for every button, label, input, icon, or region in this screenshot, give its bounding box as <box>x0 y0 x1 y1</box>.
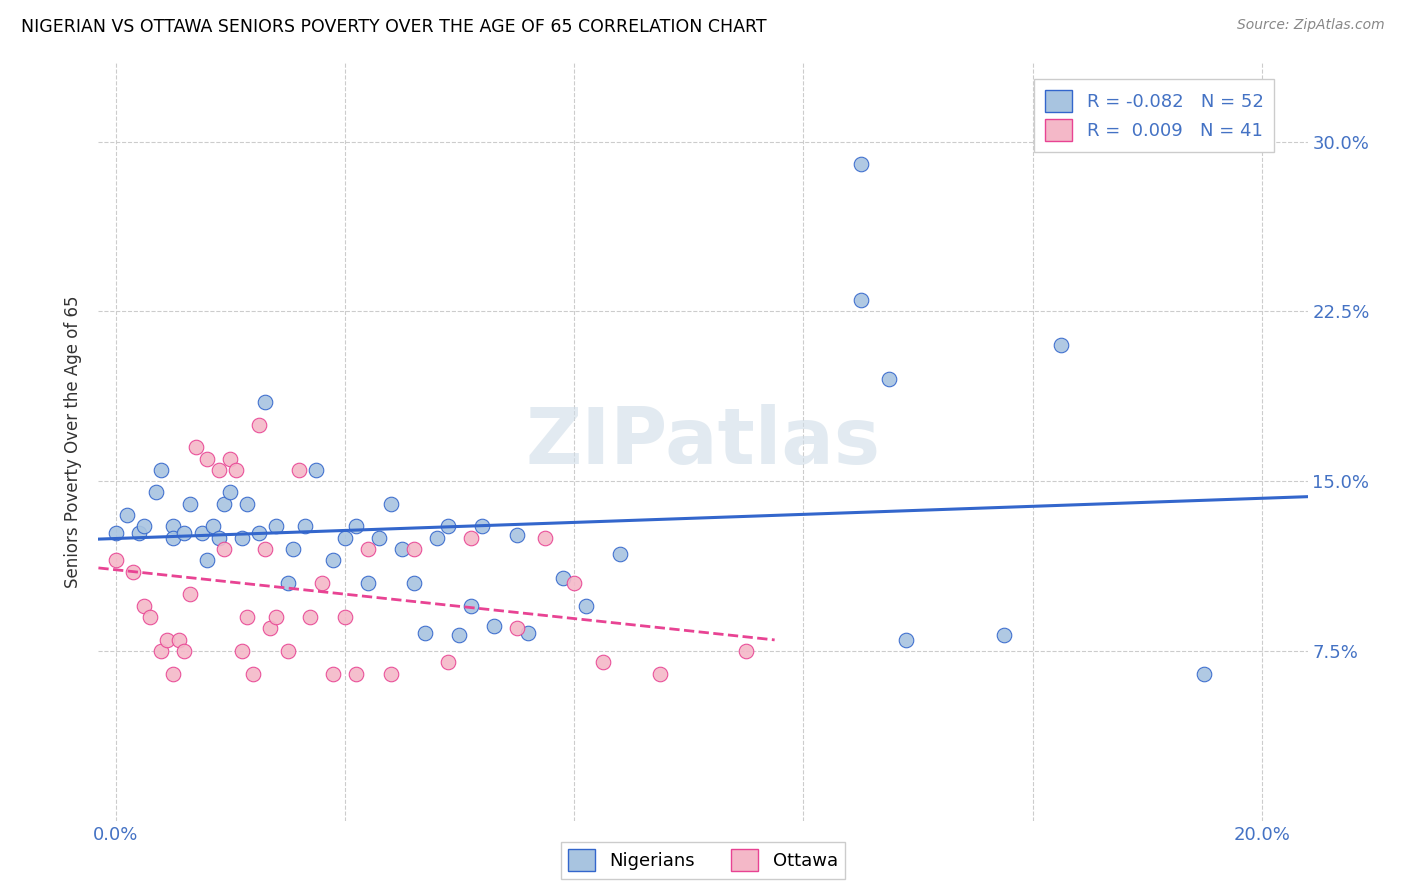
Point <box>264 610 287 624</box>
Point <box>648 666 671 681</box>
Point <box>231 531 253 545</box>
Point <box>150 463 173 477</box>
Point <box>322 553 344 567</box>
Point <box>425 531 447 545</box>
Point <box>322 666 344 681</box>
Point <box>592 655 614 669</box>
Point <box>156 632 179 647</box>
Point <box>162 531 184 545</box>
Point <box>150 644 173 658</box>
Point <box>208 531 231 545</box>
Point <box>259 621 281 635</box>
Point <box>173 526 195 541</box>
Point <box>179 587 201 601</box>
Text: ZIPatlas: ZIPatlas <box>526 403 880 480</box>
Point <box>391 542 413 557</box>
Point <box>162 666 184 681</box>
Point <box>253 542 276 557</box>
Point <box>460 531 482 545</box>
Point <box>236 497 259 511</box>
Point <box>162 519 184 533</box>
Point <box>609 547 631 561</box>
Point <box>368 531 391 545</box>
Point <box>294 519 316 533</box>
Point <box>104 553 127 567</box>
Point <box>506 621 529 635</box>
Point <box>849 293 872 307</box>
Point <box>104 526 127 541</box>
Point <box>214 497 236 511</box>
Point <box>517 625 540 640</box>
Point <box>534 531 557 545</box>
Point <box>277 576 299 591</box>
Point <box>896 632 918 647</box>
Point <box>283 542 305 557</box>
Text: Source: ZipAtlas.com: Source: ZipAtlas.com <box>1237 18 1385 32</box>
Point <box>145 485 167 500</box>
Point <box>562 576 585 591</box>
Point <box>121 565 143 579</box>
Y-axis label: Seniors Poverty Over the Age of 65: Seniors Poverty Over the Age of 65 <box>65 295 83 588</box>
Point <box>437 655 460 669</box>
Point <box>1194 666 1216 681</box>
Point <box>128 526 150 541</box>
Point <box>437 519 460 533</box>
Point <box>735 644 758 658</box>
Point <box>219 485 242 500</box>
Point <box>195 451 218 466</box>
Point <box>402 542 425 557</box>
Text: NIGERIAN VS OTTAWA SENIORS POVERTY OVER THE AGE OF 65 CORRELATION CHART: NIGERIAN VS OTTAWA SENIORS POVERTY OVER … <box>21 18 766 36</box>
Point <box>506 528 529 542</box>
Point <box>344 519 367 533</box>
Point <box>311 576 333 591</box>
Point <box>305 463 328 477</box>
Point <box>219 451 242 466</box>
Point <box>231 644 253 658</box>
Point <box>225 463 247 477</box>
Point <box>134 519 156 533</box>
Point <box>253 395 276 409</box>
Legend: Nigerians, Ottawa: Nigerians, Ottawa <box>561 842 845 879</box>
Point <box>344 666 367 681</box>
Point <box>173 644 195 658</box>
Point <box>413 625 436 640</box>
Point <box>299 610 322 624</box>
Point <box>333 610 356 624</box>
Point <box>247 526 270 541</box>
Point <box>264 519 287 533</box>
Point <box>214 542 236 557</box>
Point <box>460 599 482 613</box>
Point <box>179 497 201 511</box>
Point <box>333 531 356 545</box>
Point <box>195 553 218 567</box>
Point <box>167 632 190 647</box>
Point <box>134 599 156 613</box>
Point <box>380 497 402 511</box>
Point <box>402 576 425 591</box>
Point <box>208 463 231 477</box>
Point <box>202 519 225 533</box>
Point <box>380 666 402 681</box>
Point <box>1050 338 1073 352</box>
Point <box>449 628 471 642</box>
Point <box>357 576 380 591</box>
Point <box>357 542 380 557</box>
Point <box>277 644 299 658</box>
Point <box>247 417 270 432</box>
Point <box>482 619 505 633</box>
Point <box>115 508 138 522</box>
Legend: R = -0.082   N = 52, R =  0.009   N = 41: R = -0.082 N = 52, R = 0.009 N = 41 <box>1035 79 1274 152</box>
Point <box>236 610 259 624</box>
Point <box>190 526 212 541</box>
Point <box>471 519 494 533</box>
Point <box>877 372 900 386</box>
Point <box>139 610 162 624</box>
Point <box>184 440 207 454</box>
Point <box>574 599 596 613</box>
Point <box>288 463 311 477</box>
Point <box>849 157 872 171</box>
Point <box>993 628 1015 642</box>
Point <box>242 666 264 681</box>
Point <box>551 572 574 586</box>
